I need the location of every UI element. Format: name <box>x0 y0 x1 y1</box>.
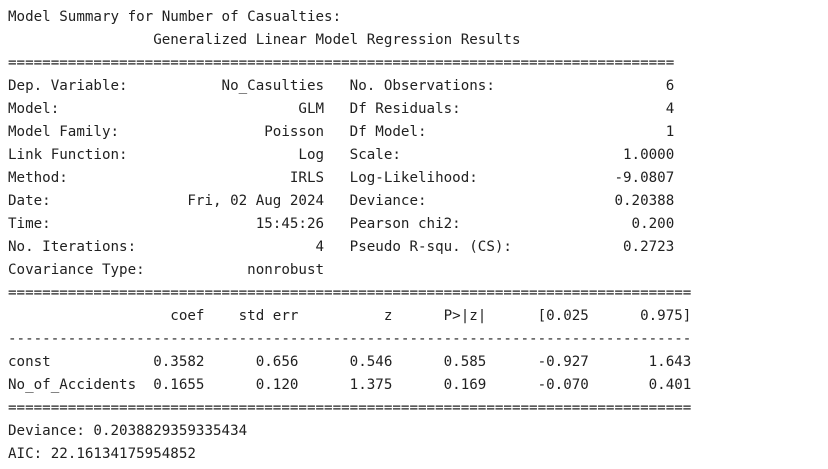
summary-row-model-family: Model Family: Poisson Df Model: 1 <box>8 124 675 140</box>
deviance-output: Deviance: 0.2038829359335434 <box>8 423 248 439</box>
summary-row-date: Date: Fri, 02 Aug 2024 Deviance: 0.20388 <box>8 193 675 209</box>
coef-row-const: const 0.3582 0.656 0.546 0.585 -0.927 1.… <box>8 354 692 370</box>
summary-row-method: Method: IRLS Log-Likelihood: -9.0807 <box>8 170 675 186</box>
separator-line: ========================================… <box>8 400 692 416</box>
aic-output: AIC: 22.16134175954852 <box>8 446 196 462</box>
summary-row-model: Model: GLM Df Residuals: 4 <box>8 101 675 117</box>
output-heading: Model Summary for Number of Casualties: <box>8 9 342 25</box>
dashed-separator-line: ----------------------------------------… <box>8 331 692 347</box>
separator-line: ========================================… <box>8 285 692 301</box>
coef-table-header: coef std err z P>|z| [0.025 0.975] <box>8 308 692 324</box>
results-title: Generalized Linear Model Regression Resu… <box>8 32 521 48</box>
summary-row-dep-variable: Dep. Variable: No_Casulties No. Observat… <box>8 78 675 94</box>
summary-row-link-function: Link Function: Log Scale: 1.0000 <box>8 147 675 163</box>
separator-line: ========================================… <box>8 55 675 71</box>
notebook-output-text: Model Summary for Number of Casualties: … <box>8 6 691 466</box>
summary-row-iterations: No. Iterations: 4 Pseudo R-squ. (CS): 0.… <box>8 239 675 255</box>
summary-row-covariance: Covariance Type: nonrobust <box>8 262 325 278</box>
summary-row-time: Time: 15:45:26 Pearson chi2: 0.200 <box>8 216 675 232</box>
coef-row-no-of-accidents: No_of_Accidents 0.1655 0.120 1.375 0.169… <box>8 377 692 393</box>
